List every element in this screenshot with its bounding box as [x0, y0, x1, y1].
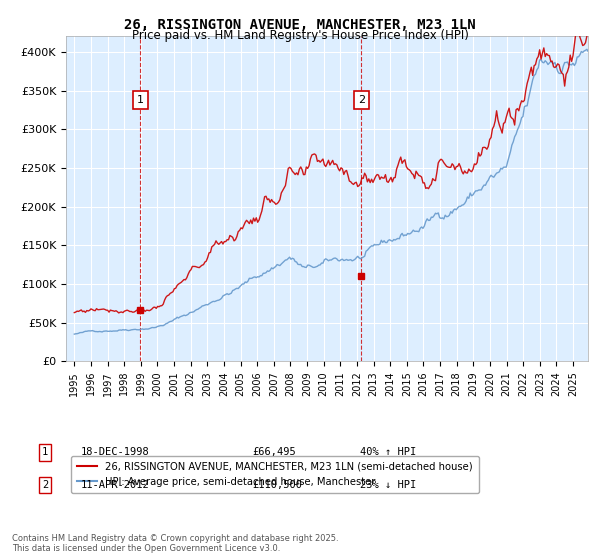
Text: 1: 1	[137, 95, 143, 105]
Text: 11-APR-2012: 11-APR-2012	[81, 480, 150, 490]
Text: 18-DEC-1998: 18-DEC-1998	[81, 447, 150, 458]
Text: 40% ↑ HPI: 40% ↑ HPI	[360, 447, 416, 458]
Text: £66,495: £66,495	[252, 447, 296, 458]
Text: 26, RISSINGTON AVENUE, MANCHESTER, M23 1LN: 26, RISSINGTON AVENUE, MANCHESTER, M23 1…	[124, 18, 476, 32]
Text: Contains HM Land Registry data © Crown copyright and database right 2025.
This d: Contains HM Land Registry data © Crown c…	[12, 534, 338, 553]
Text: 2: 2	[358, 95, 365, 105]
Text: £110,500: £110,500	[252, 480, 302, 490]
Text: Price paid vs. HM Land Registry's House Price Index (HPI): Price paid vs. HM Land Registry's House …	[131, 29, 469, 42]
Text: 23% ↓ HPI: 23% ↓ HPI	[360, 480, 416, 490]
Text: 2: 2	[42, 480, 48, 490]
Text: 1: 1	[42, 447, 48, 458]
Legend: 26, RISSINGTON AVENUE, MANCHESTER, M23 1LN (semi-detached house), HPI: Average p: 26, RISSINGTON AVENUE, MANCHESTER, M23 1…	[71, 455, 479, 493]
